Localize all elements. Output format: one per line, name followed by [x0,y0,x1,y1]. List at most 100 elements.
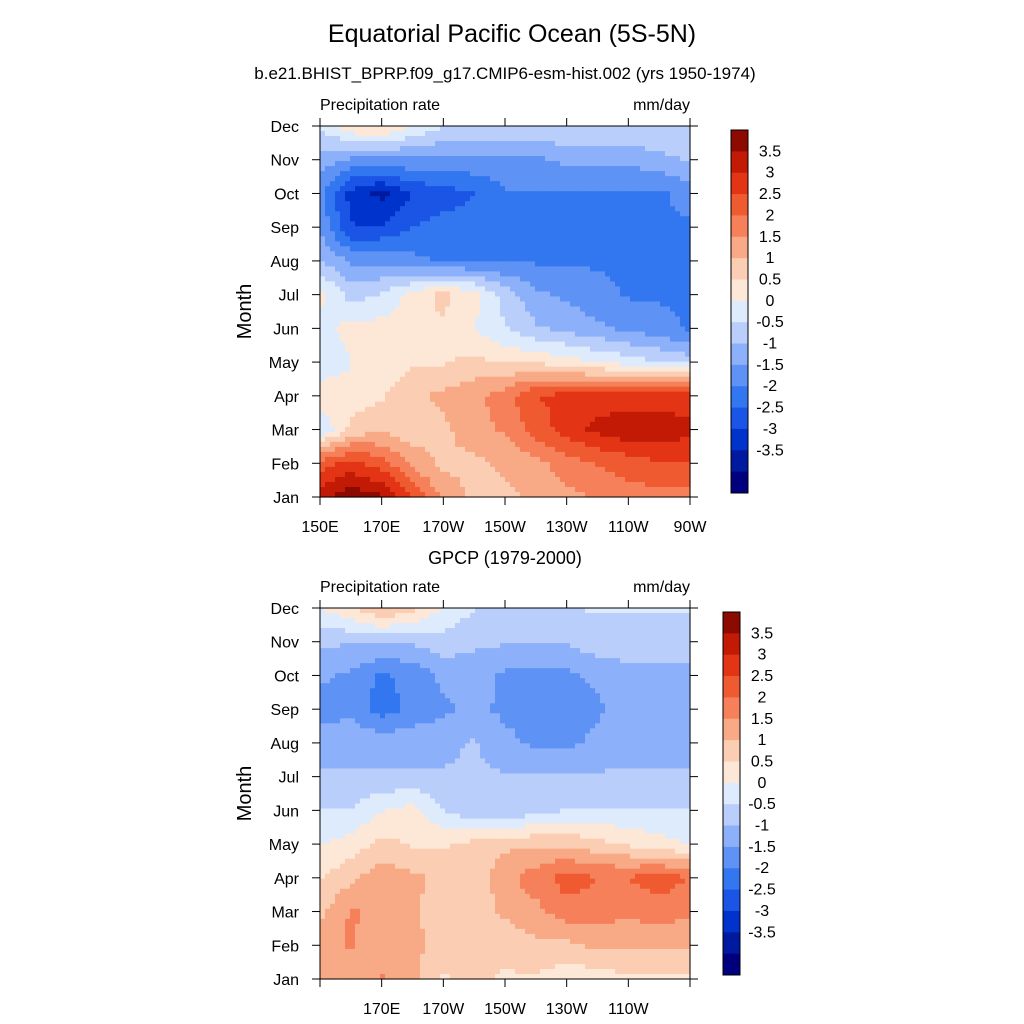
field-cell [505,191,511,197]
field-cell [485,386,491,393]
field-cell [530,136,536,142]
field-cell [435,451,441,458]
field-cell [380,221,386,227]
field-cell [615,411,621,418]
field-cell [655,136,661,142]
field-cell [495,391,501,398]
field-cell [630,236,636,242]
field-cell [575,416,581,423]
field-cell [345,151,351,157]
field-cell [445,181,451,187]
field-cell [475,256,481,262]
field-cell [370,226,376,232]
field-cell [375,196,381,202]
field-cell [500,246,506,252]
field-cell [565,141,571,147]
field-cell [355,226,361,232]
field-cell [685,211,691,217]
field-cell [655,141,661,147]
field-cell [520,131,526,137]
field-cell [460,451,466,458]
field-cell [485,166,491,172]
field-cell [355,156,361,162]
field-cell [340,186,346,192]
field-cell [635,191,641,197]
field-cell [385,241,391,247]
field-cell [615,446,621,453]
field-cell [450,376,456,383]
field-cell [680,226,686,232]
field-cell [570,131,576,137]
field-cell [340,261,346,267]
field-cell [355,321,361,328]
field-cell [490,151,496,157]
field-cell [645,336,651,343]
field-cell [365,281,371,288]
field-cell [680,221,686,227]
field-cell [520,161,526,167]
field-cell [540,351,546,358]
field-cell [660,391,666,398]
field-cell [540,451,546,458]
field-cell [565,436,571,443]
field-cell [590,301,596,308]
field-cell [565,151,571,157]
field-cell [565,306,571,313]
field-cell [385,136,391,142]
field-cell [660,171,666,177]
field-cell [580,421,586,428]
field-cell [485,436,491,443]
field-cell [540,331,546,338]
field-cell [525,411,531,418]
field-cell [365,151,371,157]
field-cell [420,321,426,328]
field-cell [420,416,426,423]
field-cell [615,176,621,182]
field-cell [655,261,661,267]
field-cell [415,326,421,333]
field-cell [575,406,581,413]
field-cell [565,446,571,453]
field-cell [515,211,521,217]
field-cell [360,151,366,157]
field-cell [520,456,526,463]
field-cell [570,281,576,288]
field-cell [475,456,481,463]
field-cell [385,156,391,162]
field-cell [490,156,496,162]
field-cell [445,271,451,277]
field-cell [430,206,436,212]
field-cell [330,381,336,388]
field-cell [455,426,461,433]
field-cell [680,256,686,262]
field-cell [320,361,326,368]
field-cell [380,396,386,403]
field-cell [685,266,691,272]
field-cell [530,386,536,393]
field-cell [510,341,516,348]
field-cell [600,251,606,257]
field-cell [485,271,491,277]
field-cell [330,441,336,448]
field-cell [545,366,551,373]
field-cell [325,156,331,162]
field-cell [525,376,531,383]
field-cell [615,431,621,438]
field-cell [445,246,451,252]
field-cell [320,341,326,348]
field-cell [320,321,326,328]
field-cell [370,391,376,398]
field-cell [595,296,601,303]
field-cell [330,266,336,272]
field-cell [440,281,446,288]
field-cell [340,301,346,308]
field-cell [595,231,601,237]
field-cell [600,146,606,152]
field-cell [550,431,556,438]
field-cell [535,156,541,162]
field-cell [390,256,396,262]
field-cell [630,361,636,368]
field-cell [585,421,591,428]
field-cell [440,456,446,463]
field-cell [540,316,546,323]
